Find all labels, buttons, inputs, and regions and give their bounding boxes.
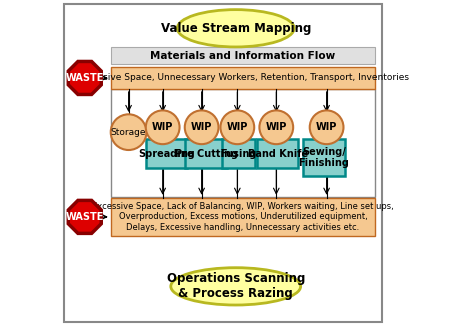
Text: Pre Cutting: Pre Cutting	[174, 149, 237, 158]
Text: Storage: Storage	[110, 128, 146, 137]
FancyBboxPatch shape	[256, 139, 298, 168]
FancyBboxPatch shape	[110, 47, 374, 64]
Text: Sewing/
Finishing: Sewing/ Finishing	[298, 147, 349, 169]
FancyBboxPatch shape	[110, 67, 374, 89]
Text: Fusing: Fusing	[220, 149, 256, 158]
Text: Materials and Information Flow: Materials and Information Flow	[150, 51, 335, 61]
Text: WIP: WIP	[190, 122, 212, 132]
Text: Excessive Space, Unnecessary Workers, Retention, Transport, Inventories: Excessive Space, Unnecessary Workers, Re…	[77, 73, 408, 82]
Text: WASTE: WASTE	[65, 212, 104, 222]
Text: Value Stream Mapping: Value Stream Mapping	[160, 22, 310, 35]
FancyBboxPatch shape	[303, 139, 344, 176]
Circle shape	[220, 111, 253, 144]
Ellipse shape	[170, 268, 300, 305]
Ellipse shape	[177, 10, 294, 47]
Circle shape	[110, 114, 146, 150]
FancyBboxPatch shape	[110, 198, 374, 236]
FancyBboxPatch shape	[64, 4, 381, 322]
Text: Band Knife: Band Knife	[247, 149, 307, 158]
Text: Operations Scanning
& Process Razing: Operations Scanning & Process Razing	[166, 272, 304, 300]
Text: Excessive Space, Lack of Balancing, WIP, Workers waiting, Line set ups,
Overprod: Excessive Space, Lack of Balancing, WIP,…	[92, 202, 393, 232]
FancyBboxPatch shape	[221, 139, 254, 168]
Polygon shape	[68, 200, 101, 233]
Text: WIP: WIP	[315, 122, 336, 132]
Circle shape	[309, 111, 343, 144]
Circle shape	[259, 111, 293, 144]
Text: Spreading: Spreading	[138, 149, 194, 158]
Polygon shape	[68, 62, 101, 95]
Circle shape	[146, 111, 179, 144]
Text: WASTE: WASTE	[65, 73, 104, 83]
FancyBboxPatch shape	[185, 139, 226, 168]
Circle shape	[184, 111, 218, 144]
Text: WIP: WIP	[265, 122, 286, 132]
Text: WIP: WIP	[152, 122, 173, 132]
Text: WIP: WIP	[226, 122, 248, 132]
FancyBboxPatch shape	[146, 139, 187, 168]
FancyBboxPatch shape	[110, 89, 374, 197]
